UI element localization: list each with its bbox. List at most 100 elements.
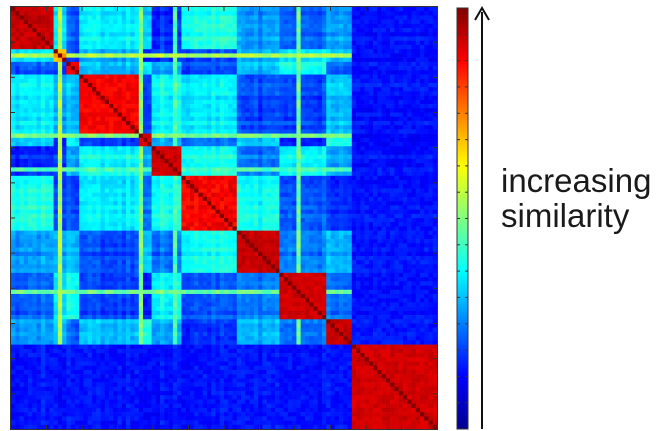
- heatmap-cell: [206, 87, 212, 92]
- heatmap-cell: [177, 167, 182, 172]
- heatmap-cell: [143, 171, 148, 177]
- heatmap-cell: [402, 129, 408, 134]
- heatmap-cell: [321, 66, 327, 71]
- heatmap-cell: [160, 91, 165, 96]
- heatmap-cell: [356, 180, 361, 185]
- heatmap-cell: [87, 133, 93, 139]
- heatmap-cell: [339, 82, 344, 88]
- heatmap-cell: [40, 61, 46, 67]
- heatmap-cell: [206, 32, 212, 37]
- heatmap-cell: [266, 53, 272, 58]
- heatmap-cell: [79, 49, 84, 54]
- heatmap-cell: [66, 180, 71, 185]
- heatmap-cell: [287, 99, 293, 105]
- heatmap-cell: [356, 19, 361, 25]
- heatmap-cell: [53, 99, 59, 105]
- heatmap-cell: [96, 28, 101, 33]
- heatmap-cell: [432, 91, 438, 96]
- heatmap-cell: [108, 196, 114, 202]
- heatmap-cell: [143, 32, 148, 37]
- heatmap-cell: [15, 213, 20, 219]
- heatmap-cell: [279, 205, 284, 210]
- heatmap-cell: [356, 15, 361, 20]
- heatmap-cell: [411, 167, 416, 172]
- heatmap-cell: [215, 32, 221, 37]
- heatmap-cell: [215, 112, 221, 118]
- heatmap-cell: [206, 192, 212, 198]
- heatmap-cell: [381, 142, 387, 147]
- heatmap-cell: [296, 205, 301, 210]
- heatmap-cell: [241, 171, 246, 177]
- heatmap-cell: [415, 167, 421, 172]
- heatmap-cell: [194, 205, 199, 210]
- heatmap-cell: [424, 116, 429, 122]
- heatmap-cell: [339, 32, 344, 37]
- heatmap-cell: [309, 78, 314, 84]
- heatmap-cell: [108, 137, 114, 143]
- heatmap-cell: [160, 19, 165, 25]
- heatmap-cell: [253, 158, 259, 164]
- heatmap-cell: [57, 36, 63, 42]
- heatmap-cell: [321, 74, 327, 80]
- heatmap-cell: [62, 209, 67, 215]
- heatmap-cell: [292, 32, 297, 37]
- heatmap-cell: [394, 82, 399, 88]
- heatmap-cell: [121, 154, 127, 160]
- heatmap-cell: [168, 32, 174, 37]
- heatmap-cell: [343, 99, 348, 105]
- heatmap-cell: [23, 120, 29, 126]
- heatmap-cell: [211, 133, 216, 139]
- heatmap-cell: [368, 70, 374, 75]
- heatmap-cell: [432, 70, 438, 75]
- heatmap-cell: [381, 167, 387, 172]
- heatmap-cell: [172, 188, 178, 193]
- heatmap-cell: [181, 112, 186, 118]
- heatmap-cell: [19, 15, 25, 20]
- heatmap-cell: [87, 15, 93, 20]
- heatmap-cell: [402, 108, 408, 113]
- heatmap-cell: [334, 70, 340, 75]
- heatmap-cell: [202, 70, 208, 75]
- heatmap-cell: [32, 180, 37, 185]
- heatmap-cell: [351, 146, 357, 151]
- heatmap-cell: [164, 40, 169, 46]
- heatmap-cell: [151, 116, 157, 122]
- heatmap-cell: [424, 184, 429, 189]
- heatmap-cell: [104, 66, 110, 71]
- heatmap-cell: [113, 74, 118, 80]
- heatmap-cell: [373, 129, 378, 134]
- heatmap-cell: [11, 99, 16, 105]
- heatmap-cell: [381, 120, 387, 126]
- heatmap-cell: [347, 70, 353, 75]
- heatmap-cell: [194, 28, 199, 33]
- heatmap-cell: [228, 57, 233, 63]
- heatmap-cell: [249, 19, 255, 25]
- heatmap-cell: [398, 129, 404, 134]
- heatmap-cell: [62, 28, 67, 33]
- heatmap-cell: [15, 158, 20, 164]
- heatmap-cell: [189, 175, 195, 181]
- heatmap-cell: [121, 95, 127, 101]
- heatmap-cell: [117, 180, 123, 185]
- heatmap-cell: [343, 78, 348, 84]
- heatmap-cell: [185, 129, 191, 134]
- heatmap-cell: [79, 209, 84, 215]
- heatmap-cell: [279, 209, 284, 215]
- heatmap-cell: [300, 142, 306, 147]
- heatmap-cell: [62, 163, 67, 168]
- heatmap-cell: [100, 19, 106, 25]
- heatmap-cell: [155, 171, 161, 177]
- heatmap-cell: [321, 87, 327, 92]
- heatmap-cell: [356, 137, 361, 143]
- heatmap-cell: [155, 125, 161, 130]
- heatmap-cell: [283, 175, 289, 181]
- heatmap-cell: [113, 15, 118, 20]
- heatmap-cell: [108, 70, 114, 75]
- heatmap-cell: [28, 49, 33, 54]
- heatmap-cell: [53, 7, 59, 12]
- heatmap-cell: [249, 209, 255, 215]
- heatmap-cell: [117, 184, 123, 189]
- heatmap-cell: [415, 142, 421, 147]
- heatmap-cell: [181, 87, 186, 92]
- heatmap-cell: [368, 201, 374, 206]
